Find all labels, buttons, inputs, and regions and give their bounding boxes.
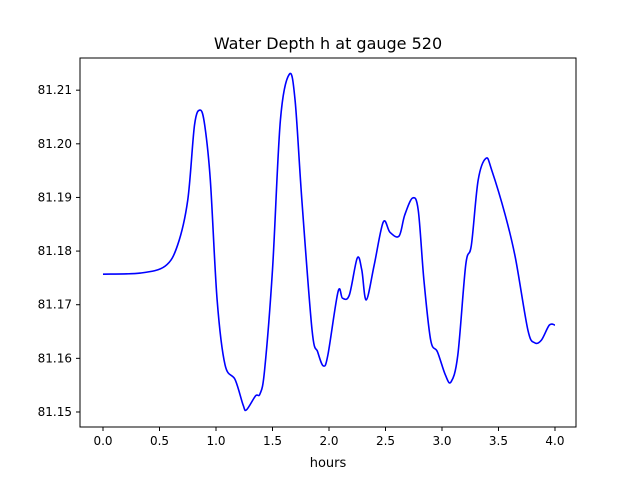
x-tick-label: 0.0 bbox=[93, 434, 112, 448]
x-tick-label: 1.5 bbox=[263, 434, 282, 448]
y-tick-label: 81.18 bbox=[38, 244, 72, 258]
plot-area-frame bbox=[79, 57, 577, 428]
x-tick-label: 4.0 bbox=[545, 434, 564, 448]
series-line-h bbox=[102, 72, 556, 412]
y-axis: 81.15 81.16 81.17 81.18 81.19 81.20 81.21 bbox=[38, 83, 80, 419]
x-axis: 0.0 0.5 1.0 1.5 2.0 2.5 3.0 3.5 4.0 bbox=[93, 427, 565, 448]
x-tick-label: 1.0 bbox=[206, 434, 225, 448]
x-tick-label: 2.5 bbox=[376, 434, 395, 448]
x-tick-label: 2.0 bbox=[319, 434, 338, 448]
chart-title: Water Depth h at gauge 520 bbox=[214, 34, 442, 53]
y-tick-label: 81.16 bbox=[38, 351, 72, 365]
x-tick-label: 3.5 bbox=[489, 434, 508, 448]
y-tick-label: 81.21 bbox=[38, 83, 72, 97]
y-tick-label: 81.15 bbox=[38, 405, 72, 419]
y-tick-label: 81.17 bbox=[38, 298, 72, 312]
x-tick-label: 0.5 bbox=[150, 434, 169, 448]
y-tick-label: 81.19 bbox=[38, 190, 72, 204]
x-axis-label: hours bbox=[310, 456, 347, 471]
x-tick-label: 3.0 bbox=[432, 434, 451, 448]
y-tick-label: 81.20 bbox=[38, 137, 72, 151]
series-layer bbox=[102, 72, 556, 412]
